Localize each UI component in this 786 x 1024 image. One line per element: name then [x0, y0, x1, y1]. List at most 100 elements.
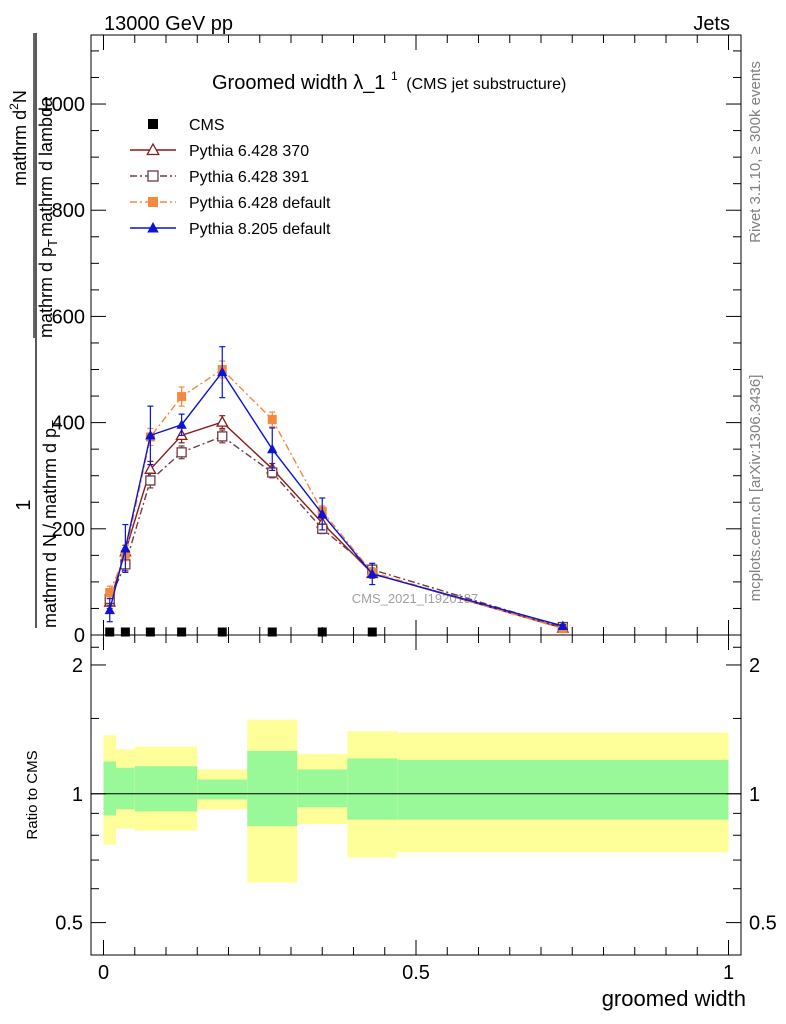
- data-point: [367, 568, 378, 578]
- chart-title-superscript: 1: [391, 69, 398, 83]
- y-label-inner-den-sub: T: [45, 239, 60, 247]
- y-tick-label: 1000: [41, 94, 86, 116]
- series-line: [109, 368, 564, 630]
- data-point: [105, 627, 115, 637]
- process-label: Jets: [693, 13, 730, 35]
- data-point: [267, 414, 277, 424]
- ratio-x-axis: 0 0.5 1: [98, 635, 734, 984]
- series-cms: [105, 627, 377, 637]
- x-tick-label: 0.5: [402, 962, 430, 984]
- ratio-y-tick-label: 2: [72, 655, 83, 677]
- x-axis-label: groomed width: [602, 986, 746, 1011]
- chart-title-symbol: λ_1: [353, 72, 385, 94]
- ratio-y-tick-label-right: 0.5: [749, 913, 777, 935]
- y-label-inner-den-end: mathrm d lambda: [36, 96, 56, 237]
- data-point: [145, 429, 156, 440]
- ratio-y-tick-label-right: 2: [749, 655, 760, 677]
- y-label-num-main: mathrm d: [10, 110, 30, 186]
- y-label-one: 1: [13, 499, 35, 510]
- series-pythia-8-205-default: [104, 346, 569, 631]
- data-point: [176, 419, 187, 429]
- series-pythia-6-428-370: [103, 415, 570, 633]
- ratio-inner-band: [397, 759, 729, 820]
- legend-marker: [148, 119, 158, 129]
- ratio-y-tick-label-right: 1: [749, 784, 760, 806]
- ratio-bands: [103, 719, 729, 883]
- data-point: [215, 415, 229, 427]
- y-tick-label: 600: [52, 306, 85, 328]
- data-point: [217, 627, 227, 637]
- ratio-inner-band: [347, 758, 398, 820]
- legend-marker: [147, 222, 159, 233]
- data-point: [217, 431, 228, 442]
- data-point: [120, 627, 130, 637]
- ratio-inner-band: [166, 766, 198, 812]
- series-pythia-6-428-default: [105, 360, 568, 634]
- data-point: [367, 627, 377, 637]
- y-label-denominator: mathrm d N / mathrm d pT: [40, 420, 64, 628]
- y-label-group: 1 mathrm d N / mathrm d pTmathrm d2Nmathr…: [7, 33, 64, 628]
- data-point: [177, 392, 187, 402]
- ratio-inner-band: [197, 779, 248, 800]
- data-point: [267, 627, 277, 637]
- legend-label: Pythia 6.428 default: [189, 195, 331, 212]
- ratio-panel: 0.5 0.51 12 2 0 0.5 1 Ratio to CMS groomed wi…: [24, 634, 777, 1011]
- series-line: [109, 370, 564, 627]
- legend-label: Pythia 6.428 391: [189, 169, 309, 186]
- y-label-num-end: N: [10, 90, 30, 103]
- data-point: [145, 475, 156, 486]
- y-tick-label: 800: [52, 200, 85, 222]
- chart-subtitle: (CMS jet substructure): [406, 76, 566, 93]
- data-point: [104, 604, 115, 615]
- legend: CMS Pythia 6.428 370 Pythia 6.428 391 Pythi…: [130, 117, 331, 238]
- y-label-inner-numerator: mathrm d2N: [7, 90, 30, 186]
- data-point: [557, 620, 569, 631]
- x-tick-label: 0: [98, 962, 109, 984]
- ratio-y-tick-label: 0.5: [55, 913, 83, 935]
- rivet-version-label: Rivet 3.1.10, ≥ 300k events: [747, 61, 764, 243]
- data-point: [105, 588, 115, 598]
- y-label-den-main: mathrm d N / mathrm d p: [40, 428, 60, 628]
- main-y-axis: 0 200 400 600 800 1000: [41, 50, 741, 647]
- ratio-y-axis: 0.5 0.5 1 1 2 2: [55, 646, 777, 935]
- ratio-inner-band: [134, 766, 166, 812]
- chart-title-text: Groomed width: [212, 72, 348, 94]
- legend-marker: [146, 142, 160, 156]
- y-label-num-sup: 2: [7, 103, 21, 110]
- y-label-lower: 1 mathrm d N / mathrm d pT: [13, 33, 64, 628]
- y-label-den-sub: T: [49, 420, 64, 428]
- y-label-fraction: 1 mathrm d N / mathrm d pTmathrm d2Nmathr…: [7, 33, 64, 628]
- legend-marker: [147, 170, 159, 182]
- ratio-inner-band: [297, 769, 348, 808]
- legend-label: CMS: [189, 117, 225, 134]
- energy-label: 13000 GeV pp: [104, 13, 233, 35]
- data-point: [217, 366, 228, 377]
- legend-label: Pythia 6.428 370: [189, 143, 309, 160]
- ratio-y-tick-label: 1: [72, 784, 83, 806]
- y-tick-label: 200: [52, 519, 85, 541]
- main-x-axis: [103, 35, 729, 635]
- legend-label: Pythia 8.205 default: [189, 221, 331, 238]
- ratio-inner-band: [103, 761, 116, 816]
- ratio-inner-band: [116, 767, 135, 810]
- y-label-inner-den-start: mathrm d p: [36, 247, 56, 338]
- y-tick-label: 400: [52, 413, 85, 435]
- y-label-inner-denominator: mathrm d pTmathrm d lambda: [36, 96, 60, 338]
- chart-title: Groomed width λ_1 1 (CMS jet substructur…: [212, 63, 566, 94]
- data-point: [177, 627, 187, 637]
- mcplots-label: mcplots.cern.ch [arXiv:1306.3436]: [747, 375, 764, 602]
- y-tick-label: 0: [74, 625, 85, 647]
- data-point: [317, 508, 328, 518]
- ratio-inner-band: [247, 750, 298, 827]
- data-point: [145, 627, 155, 637]
- ratio-y-label: Ratio to CMS: [24, 750, 41, 839]
- x-tick-label: 1: [723, 962, 734, 984]
- data-point: [317, 627, 327, 637]
- legend-marker: [148, 197, 158, 207]
- data-point: [176, 447, 187, 458]
- data-point: [267, 443, 278, 454]
- data-point: [120, 543, 131, 553]
